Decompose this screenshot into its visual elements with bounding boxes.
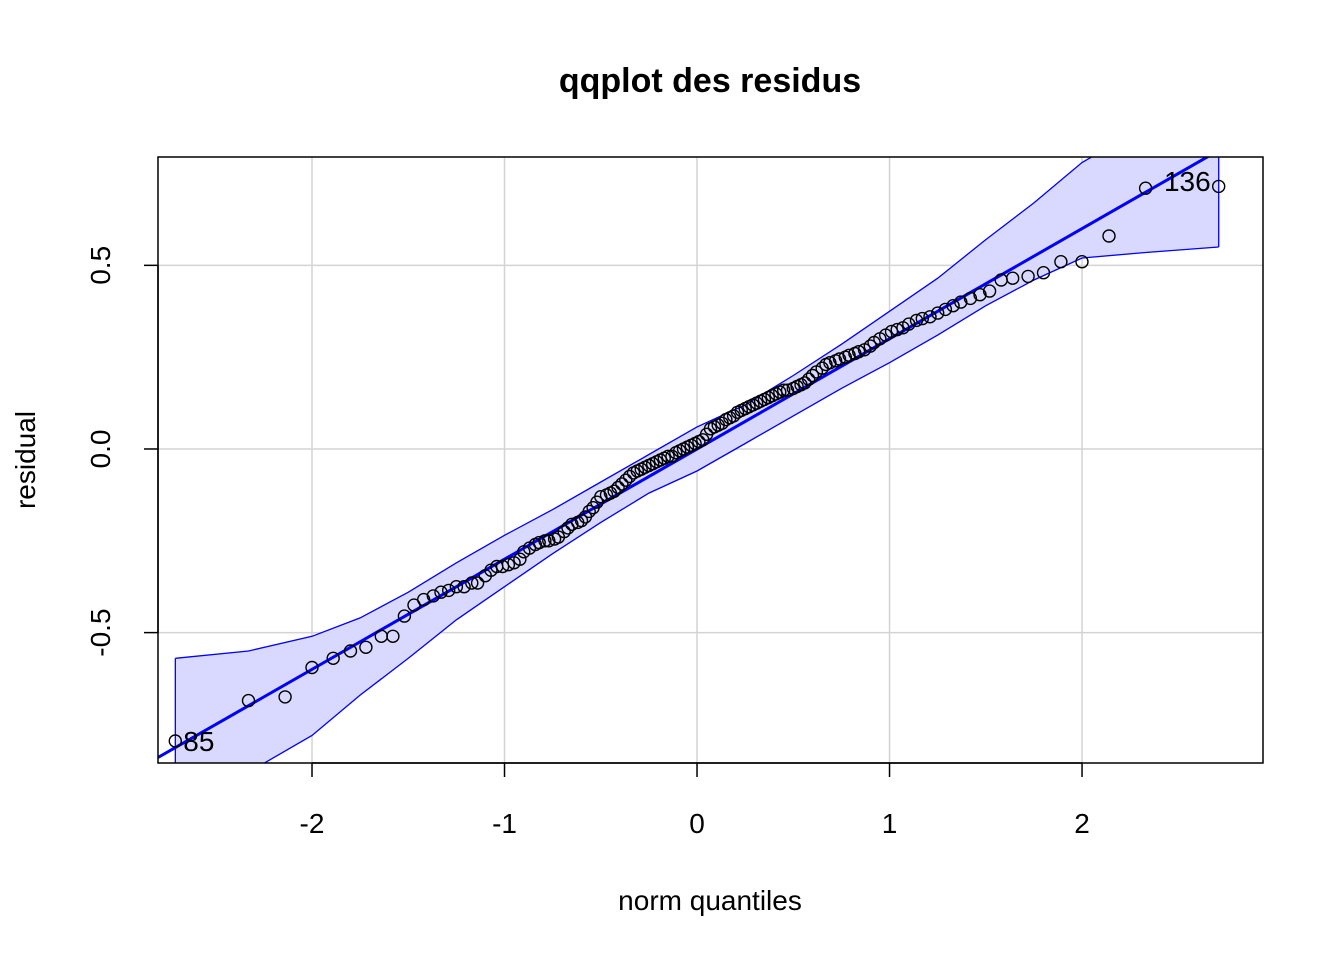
data-point xyxy=(973,288,987,302)
y-tick-label-1: 0.0 xyxy=(85,430,116,469)
data-point xyxy=(574,513,589,528)
data-point xyxy=(457,580,471,594)
x-axis-label: norm quantiles xyxy=(618,885,802,916)
x-axis: -2 -1 0 1 2 xyxy=(300,762,1090,839)
data-point xyxy=(513,552,527,566)
data-point xyxy=(938,302,953,317)
data-point xyxy=(1021,269,1035,284)
data-point xyxy=(963,291,978,306)
data-point xyxy=(470,576,485,590)
data-point xyxy=(1006,271,1020,285)
data-point xyxy=(241,693,256,708)
data-point xyxy=(863,339,877,353)
data-point xyxy=(442,583,456,598)
data-point xyxy=(1211,179,1226,194)
data-point xyxy=(501,558,516,572)
x-tick-label-1: -1 xyxy=(492,808,517,839)
data-point xyxy=(1054,255,1068,269)
data-point xyxy=(359,640,373,654)
data-point xyxy=(902,317,916,331)
data-point xyxy=(1075,255,1089,269)
data-point xyxy=(565,517,579,531)
data-point xyxy=(982,284,997,298)
x-tick-label-4: 2 xyxy=(1074,808,1090,839)
data-point xyxy=(582,504,596,519)
data-point xyxy=(607,484,621,498)
y-axis-label: residual xyxy=(10,411,41,509)
data-point xyxy=(923,310,937,324)
data-point xyxy=(832,352,847,366)
data-point xyxy=(661,449,675,463)
confidence-band-upper xyxy=(175,157,1093,659)
data-point xyxy=(594,490,608,504)
data-point xyxy=(615,477,629,491)
data-point xyxy=(802,372,816,386)
data-point xyxy=(1102,229,1116,243)
data-point xyxy=(890,322,904,337)
y-tick-label-0: -0.5 xyxy=(85,608,116,656)
data-point xyxy=(168,734,183,748)
data-point xyxy=(538,534,552,548)
point-labels: 85 136 xyxy=(183,166,1210,757)
data-point xyxy=(305,660,319,675)
data-point xyxy=(542,534,556,548)
data-point xyxy=(465,576,479,590)
data-point xyxy=(278,690,292,704)
data-point xyxy=(619,473,633,487)
confidence-band-lower xyxy=(263,246,1219,763)
data-point xyxy=(823,356,837,370)
data-point xyxy=(1036,266,1051,280)
data-point xyxy=(946,299,960,313)
y-tick-label-2: 0.5 xyxy=(85,246,116,285)
data-point xyxy=(386,629,400,643)
y-axis: -0.5 0.0 0.5 xyxy=(85,246,159,657)
point-label-136: 136 xyxy=(1164,166,1211,197)
data-point xyxy=(326,651,340,665)
data-point xyxy=(954,295,968,309)
data-point xyxy=(842,348,856,362)
data-point xyxy=(532,535,546,550)
x-tick-label-2: 0 xyxy=(689,808,705,839)
data-point xyxy=(805,368,820,383)
data-point xyxy=(449,580,464,594)
data-points xyxy=(168,179,1226,748)
point-label-85: 85 xyxy=(183,726,214,757)
data-point xyxy=(426,589,440,603)
data-point xyxy=(798,376,812,390)
data-point xyxy=(852,345,866,359)
chart-title: qqplot des residus xyxy=(559,62,861,100)
data-point xyxy=(434,585,448,599)
data-point xyxy=(780,383,795,397)
x-tick-label-0: -2 xyxy=(300,808,325,839)
data-point xyxy=(343,644,358,658)
reference-line xyxy=(158,157,1211,759)
data-point xyxy=(417,592,431,607)
reference-line-segment xyxy=(158,157,1211,759)
data-point xyxy=(777,383,791,397)
data-point xyxy=(397,609,412,623)
data-point xyxy=(611,480,625,495)
data-point xyxy=(1138,181,1153,195)
data-point xyxy=(931,306,945,320)
data-point xyxy=(915,311,929,326)
data-point xyxy=(557,524,571,539)
x-tick-label-3: 1 xyxy=(882,808,898,839)
data-point xyxy=(909,313,924,328)
